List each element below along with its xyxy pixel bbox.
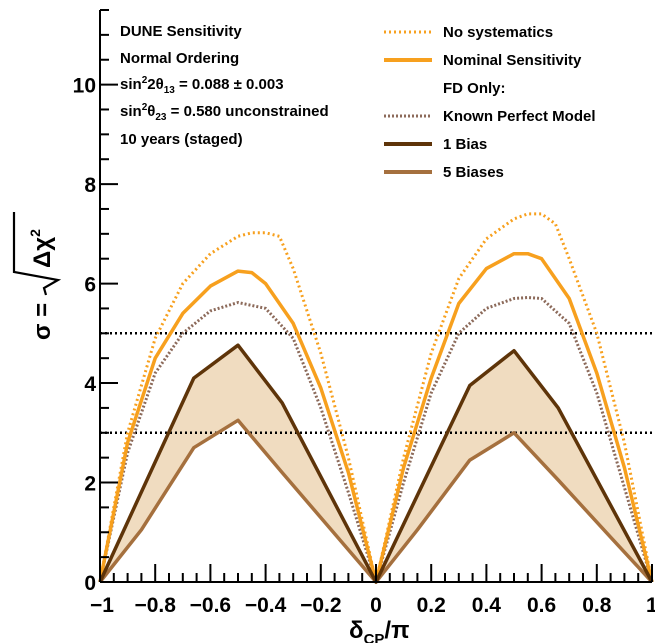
y-axis-title-superscript: 2 [27,229,43,237]
series-layer [98,212,654,584]
y-axis-title: σ = Δχ2 [12,212,62,340]
y-tick-label: 4 [84,373,96,396]
y-tick-label: 10 [73,75,96,98]
legend-label-no-systematics: No systematics [443,24,553,41]
info-line-2: Normal Ordering [120,50,239,67]
reference-lines-layer [100,332,652,435]
legend: No systematics Nominal Sensitivity FD On… [384,24,596,181]
x-tick-label: −0.6 [190,594,231,617]
x-tick-label: 1 [646,594,655,617]
legend-label-5-biases: 5 Biases [443,164,504,181]
axes-layer [99,9,653,583]
x-axis-title-delta: δ [349,617,364,643]
x-tick-label: 0.8 [582,594,612,617]
info-line-1: DUNE Sensitivity [120,23,242,40]
legend-label-fd-only: FD Only: [443,80,506,97]
y-tick-label: 2 [84,473,96,496]
x-tick-label: 0.6 [527,594,556,617]
radical-sign [12,212,62,296]
svg-text:Δχ2: Δχ2 [27,229,56,268]
y-axis-title-radicand: Δχ [29,237,56,268]
x-axis-title: δCP/π [349,617,409,643]
legend-label-known-perfect-model: Known Perfect Model [443,108,596,125]
legend-label-1-bias: 1 Bias [443,136,487,153]
x-tick-label: −1 [90,594,114,617]
series-5-biases [98,418,654,584]
x-axis-title-suffix: /π [384,617,409,643]
y-tick-label: 6 [84,274,96,297]
y-tick-label: 8 [84,174,96,197]
info-line-3: sin22θ13 = 0.088 ± 0.003 [120,75,284,96]
bias-band-layer [100,345,652,582]
x-tick-label: −0.8 [134,594,176,617]
x-tick-label: 0.2 [417,594,446,617]
info-line-5: 10 years (staged) [120,131,243,148]
x-tick-label: 0 [370,594,382,617]
bias-band [100,345,652,582]
legend-label-nominal: Nominal Sensitivity [443,52,582,69]
y-tick-label: 0 [84,572,96,595]
x-axis-title-subscript: CP [364,631,385,643]
info-text-block: DUNE Sensitivity Normal Ordering sin22θ1… [120,23,329,148]
x-tick-label: −0.4 [245,594,287,617]
y-axis-title-sigma: σ = [29,303,56,340]
x-tick-label: −0.2 [300,594,341,617]
x-tick-label: 0.4 [472,594,502,617]
info-line-4: sin2θ23 = 0.580 unconstrained [120,102,329,123]
